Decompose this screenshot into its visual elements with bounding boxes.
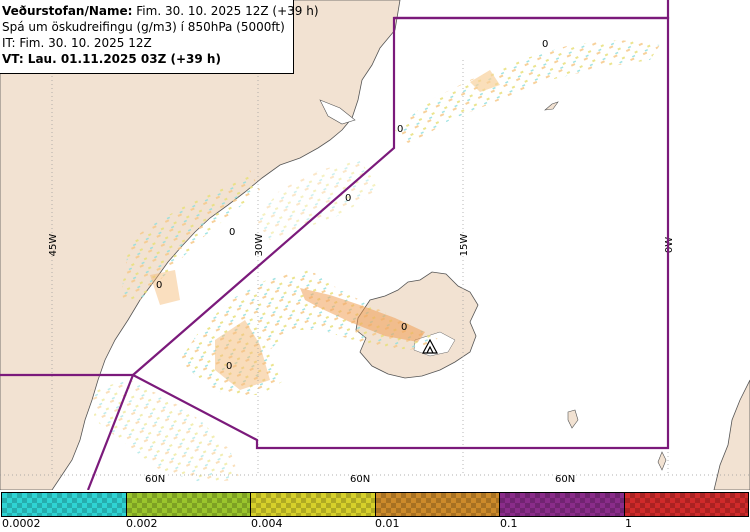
legend-tick-label: 0.004 [251,517,283,530]
meridian-label-0w: 0W [664,237,675,253]
legend-tick-label: 0.1 [500,517,518,530]
contour-label: 0 [401,322,407,333]
meridian-label-30w: 30W [254,234,265,257]
meridian-label-45w: 45W [48,234,59,257]
issuer-label: Veðurstofan/Name: [2,4,132,18]
issuer-line: Veðurstofan/Name: Fim. 30. 10. 2025 12Z … [2,3,293,19]
forecast-info-box: Veðurstofan/Name: Fim. 30. 10. 2025 12Z … [0,0,294,74]
parallel-label-60n: 60N [145,474,165,485]
parallel-label-60n: 60N [350,474,370,485]
legend-segment [500,493,625,516]
contour-label: 0 [345,193,351,204]
contour-label: 0 [542,39,548,50]
legend-tick-label: 0.002 [126,517,158,530]
legend-color-bar [1,492,749,517]
legend-segment [625,493,749,516]
contour-label: 0 [156,280,162,291]
legend-segment [376,493,501,516]
legend-tick-label: 0.0002 [2,517,41,530]
contour-label: 0 [229,227,235,238]
legend-segment [2,493,127,516]
contour-label: 0 [226,361,232,372]
meridian-label-15w: 15W [459,234,470,257]
concentration-legend: 0.0002 0.002 0.004 0.01 0.1 1 [0,490,750,532]
legend-segment [127,493,252,516]
legend-tick-label: 0.01 [375,517,400,530]
parallel-label-60n: 60N [555,474,575,485]
valid-time: VT: Lau. 01.11.2025 03Z (+39 h) [2,51,293,67]
product-description: Spá um öskudreifingu (g/m3) í 850hPa (50… [2,19,293,35]
legend-tick-label: 1 [625,517,632,530]
contour-label: 0 [397,124,403,135]
initial-time: IT: Fim. 30. 10. 2025 12Z [2,35,293,51]
legend-segment [251,493,376,516]
map-viewport: 45W 30W 15W 0W 60N 60N 60N 0 0 0 0 0 0 0 [0,0,750,532]
issue-time: Fim. 30. 10. 2025 12Z (+39 h) [136,4,318,18]
